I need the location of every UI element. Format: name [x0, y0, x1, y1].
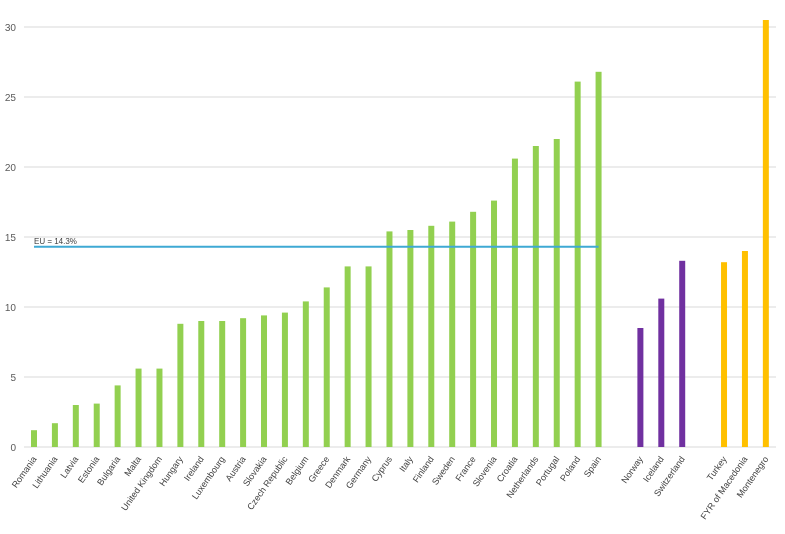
bar-italy [407, 230, 414, 447]
bar-cyprus [386, 231, 393, 447]
bar-norway [637, 328, 644, 447]
bar-greece [323, 287, 330, 447]
bar-luxembourg [219, 321, 226, 447]
y-tick-label: 10 [5, 303, 17, 314]
bar-malta [135, 368, 142, 447]
x-tick-label: Poland [558, 454, 582, 483]
bar-austria [240, 318, 247, 447]
y-tick-label: 5 [10, 373, 16, 384]
bar-france [470, 211, 477, 447]
bars [31, 20, 769, 448]
y-tick-label: 20 [5, 163, 17, 174]
bar-switzerland [679, 260, 686, 447]
y-tick-label: 15 [5, 233, 17, 244]
y-tick-label: 25 [5, 93, 17, 104]
bar-slovenia [491, 200, 498, 447]
bar-united-kingdom [156, 368, 163, 447]
gridlines [24, 26, 776, 448]
bar-iceland [658, 298, 665, 447]
y-tick-label: 30 [5, 23, 17, 34]
bar-portugal [553, 139, 560, 447]
bar-denmark [344, 266, 351, 447]
bar-lithuania [51, 423, 58, 447]
bar-czech-republic [281, 312, 288, 447]
bar-slovakia [261, 315, 268, 447]
x-tick-label: Italy [397, 454, 415, 474]
bar-fyr-of-macedonia [741, 251, 748, 447]
bar-hungary [177, 323, 184, 447]
x-tick-label: Norway [619, 454, 645, 485]
bar-bulgaria [114, 385, 121, 447]
bar-sweden [449, 221, 456, 447]
x-tick-label: Malta [122, 454, 143, 478]
bar-montenegro [762, 20, 769, 447]
bar-turkey [721, 262, 728, 447]
bar-netherlands [532, 146, 539, 447]
bar-belgium [302, 301, 309, 447]
y-axis-ticks: 0 5 10 15 20 25 30 [5, 23, 17, 454]
x-tick-label: Spain [582, 454, 603, 479]
bar-germany [365, 266, 372, 447]
bar-latvia [72, 405, 79, 447]
bar-croatia [511, 158, 518, 447]
bar-ireland [198, 321, 205, 447]
x-tick-label: Cyprus [370, 454, 395, 483]
bar-romania [31, 430, 37, 447]
y-tick-label: 0 [10, 443, 16, 454]
eu-average-label: EU = 14.3% [34, 237, 77, 246]
bar-poland [574, 81, 581, 447]
bar-estonia [93, 403, 100, 447]
bar-finland [428, 225, 435, 447]
bar-spain [595, 71, 602, 448]
